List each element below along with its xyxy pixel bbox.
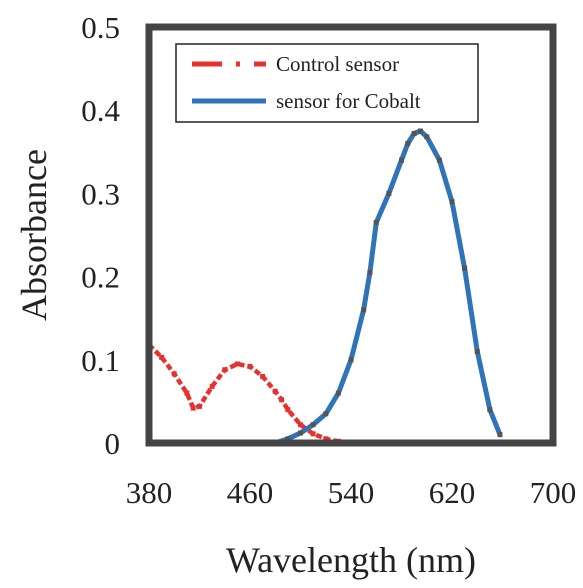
ticks-layer: 380 460 540 620 700 0 0.1 0.2 0.3 0.4 0.5 (81, 10, 576, 510)
data-point (285, 436, 291, 442)
plot-frame (145, 23, 557, 447)
legend: Control sensor sensor for Cobalt (175, 43, 479, 123)
data-point (298, 430, 303, 436)
x-tick-label: 460 (227, 475, 274, 510)
data-point (310, 422, 316, 428)
data-point (310, 431, 316, 437)
data-point (285, 407, 291, 413)
data-point (487, 407, 493, 413)
data-point (497, 432, 503, 438)
data-point (222, 367, 228, 373)
data-point (474, 348, 480, 354)
data-point (399, 157, 404, 163)
data-point (367, 269, 373, 275)
data-point (436, 157, 442, 163)
data-point (272, 388, 278, 394)
data-point (348, 357, 354, 363)
data-point (449, 199, 455, 205)
data-point (209, 383, 215, 389)
data-point (405, 140, 411, 146)
data-point (171, 371, 177, 377)
y-tick-label: 0.2 (81, 260, 120, 295)
data-point (234, 361, 240, 367)
data-point (462, 265, 468, 271)
data-point (279, 397, 285, 403)
data-point (417, 128, 423, 134)
data-point (335, 390, 341, 396)
x-tick-label: 540 (328, 475, 375, 510)
data-point (197, 403, 202, 409)
x-tick-label: 620 (429, 475, 476, 510)
data-point (386, 190, 392, 196)
x-axis-title: Wavelength (nm) (226, 540, 476, 580)
x-tick-label: 700 (530, 475, 577, 510)
y-tick-label: 0.1 (81, 343, 120, 378)
data-point (247, 363, 253, 369)
x-tick-label: 380 (126, 475, 173, 510)
series-line-1 (262, 128, 503, 446)
y-axis-title: Absorbance (14, 149, 54, 321)
data-point (373, 220, 379, 226)
legend-label-control: Control sensor (276, 52, 399, 76)
data-point (159, 354, 165, 360)
data-point (361, 307, 367, 313)
data-point (323, 436, 329, 442)
data-point (184, 390, 190, 396)
data-point (411, 130, 417, 136)
legend-box (175, 43, 479, 123)
data-point (323, 411, 329, 417)
y-tick-label: 0.3 (81, 176, 120, 211)
y-tick-label: 0 (105, 426, 121, 461)
data-point (190, 405, 196, 411)
y-tick-label: 0.5 (81, 10, 120, 45)
legend-label-cobalt: sensor for Cobalt (276, 89, 421, 113)
data-point (260, 373, 266, 379)
y-tick-label: 0.4 (81, 93, 120, 128)
series-layer (146, 128, 503, 446)
data-point (424, 134, 430, 140)
data-point (298, 422, 303, 428)
